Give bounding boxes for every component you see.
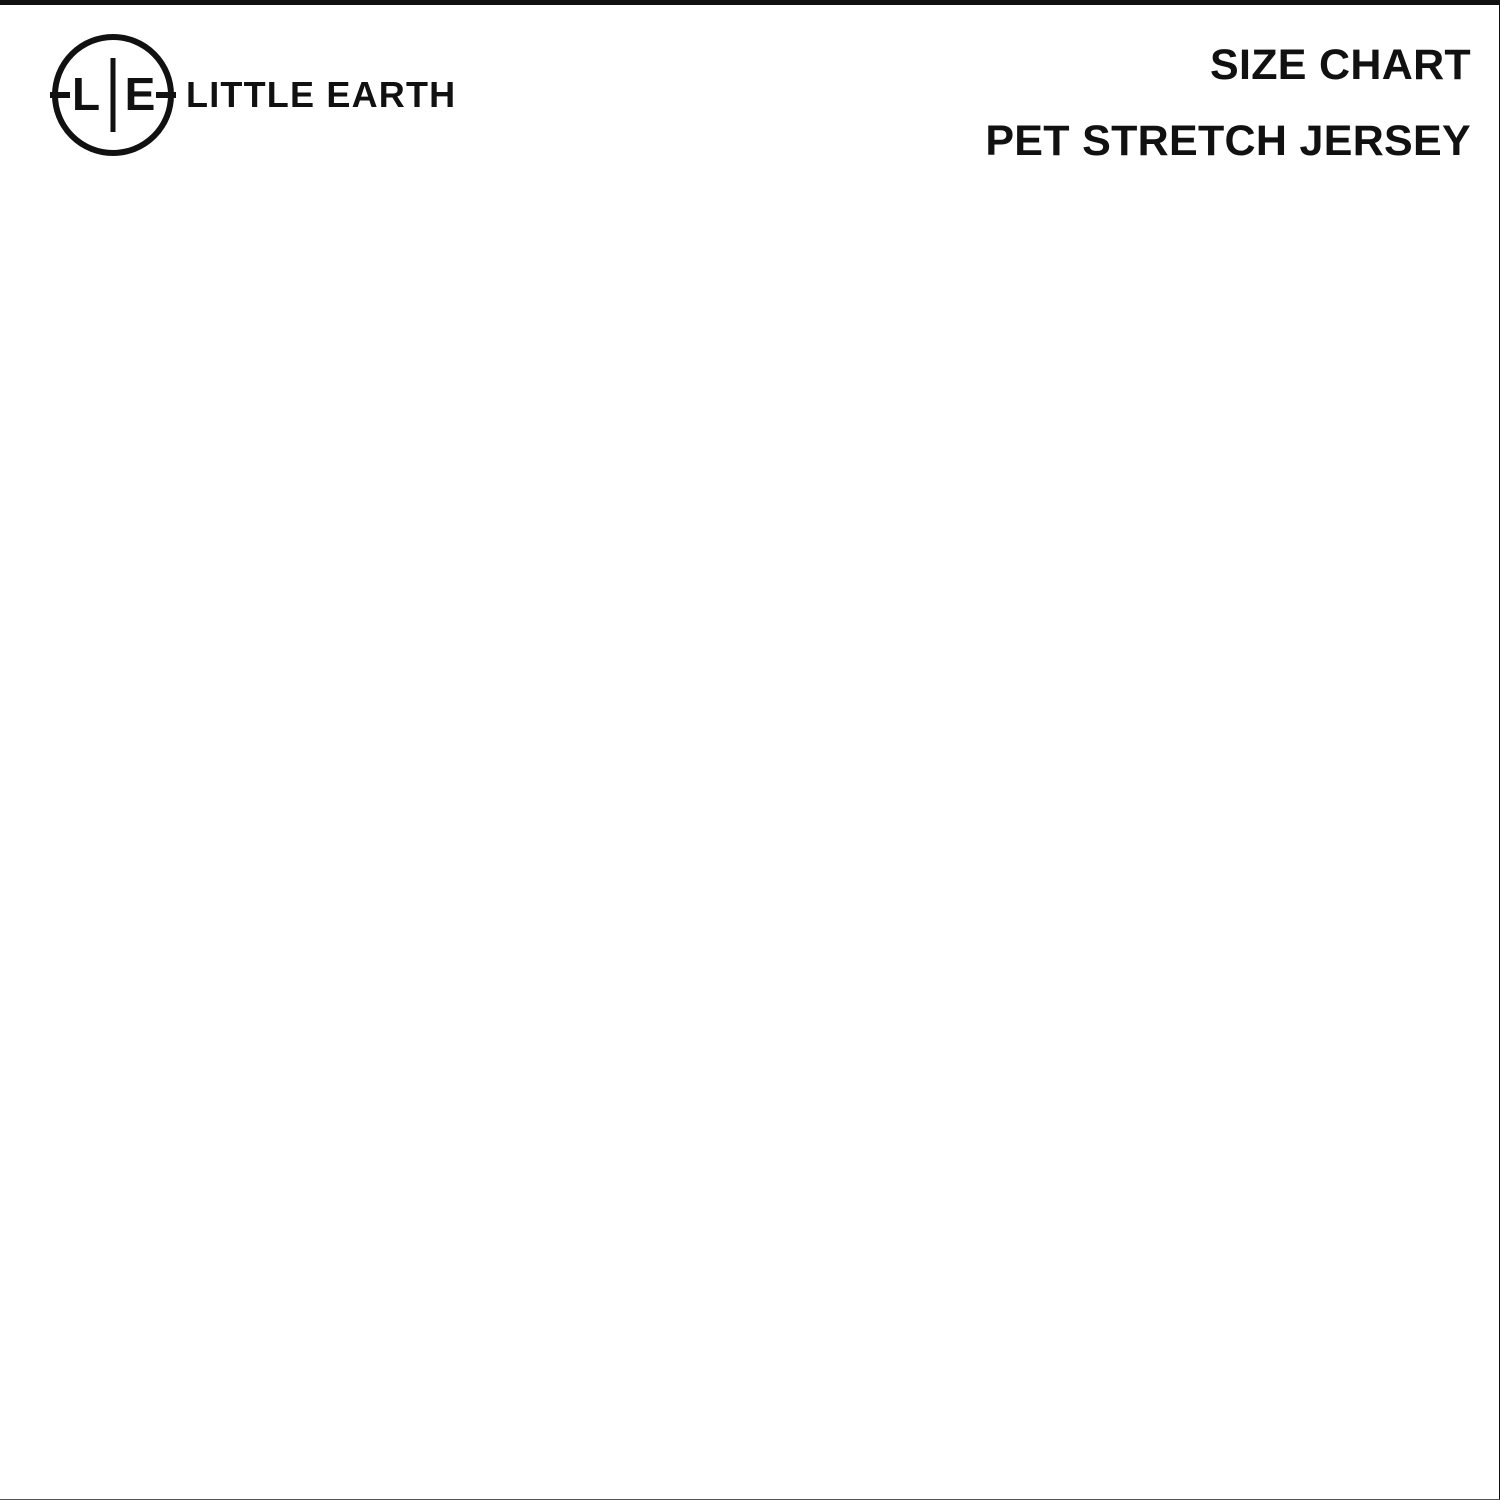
- svg-text:L: L: [72, 68, 100, 120]
- svg-text:E: E: [125, 68, 156, 120]
